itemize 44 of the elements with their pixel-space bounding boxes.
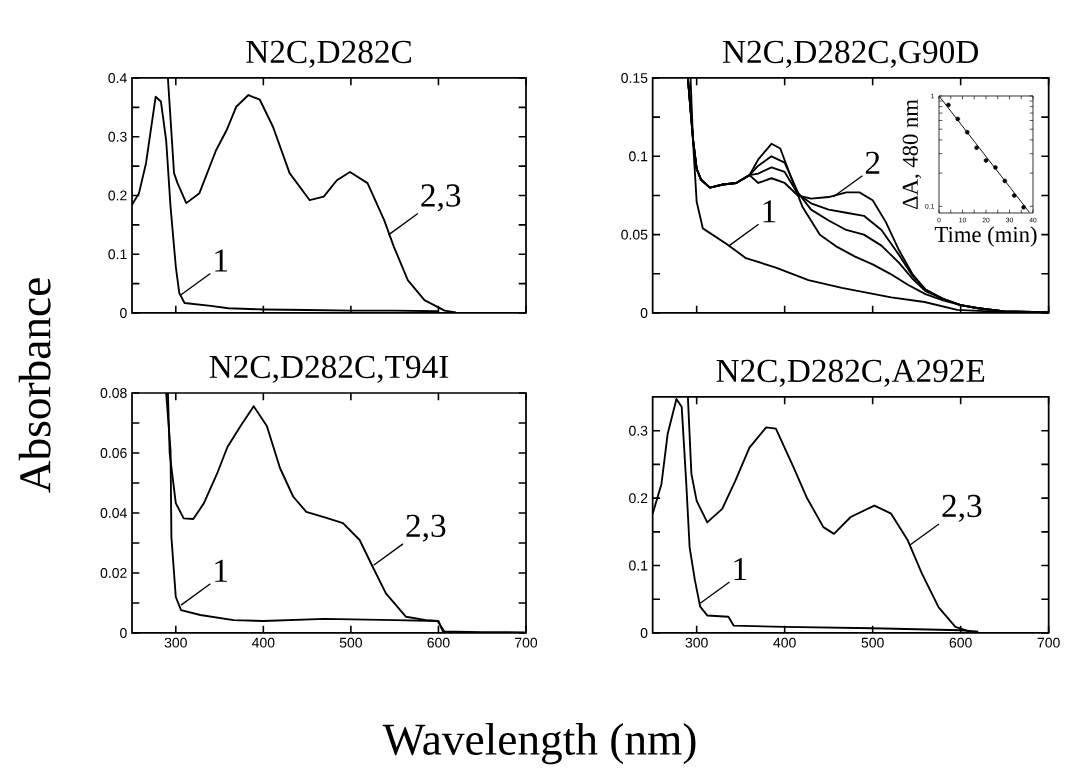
chart-title: N2C,D282C,T94I [209,355,449,383]
y-tick-label: 0.4 [108,73,127,83]
x-tick-label: 700 [515,637,538,648]
y-tick-label: 0.1 [629,151,648,162]
x-tick-label: 400 [773,637,796,648]
annotation: 1 [734,557,747,580]
x-axis-title: Wavelength (nm) [382,723,696,765]
chart-title: N2C,D282C,A292E [716,359,985,387]
y-axis-title: ΔA, 480 nm [902,99,922,210]
y-tick-label: 0.06 [100,448,127,458]
x-tick-label: 700 [1037,637,1060,648]
x-tick-label: 300 [164,637,187,648]
x-axis-title: Time (min) [934,226,1037,247]
y-tick-label: 0 [640,628,648,638]
x-tick-label: 600 [949,637,972,648]
x-tick-label: 600 [427,637,450,648]
annotation: 2 [865,151,880,174]
y-tick-label: 0.08 [100,388,127,398]
y-tick-label: 0.05 [621,229,648,240]
annotation: 2,3 [406,514,446,542]
y-tick-label: 0 [640,308,648,318]
y-tick-label: 0.02 [100,568,127,578]
y-tick-label: 0.1 [108,249,127,260]
y-tick-label: 0.2 [629,493,648,504]
y-tick-label: 0.3 [629,425,648,436]
annotation: 2,3 [942,494,982,522]
annotation: 1 [763,200,776,223]
y-tick-label: 0.04 [100,508,127,518]
y-tick-label: 0.1 [629,560,648,571]
annotation: 2,3 [421,184,461,212]
y-tick-label: 0.2 [108,190,127,201]
x-tick-label: 300 [685,637,708,648]
y-tick-label: 0.15 [621,73,648,83]
x-tick-label: 500 [339,637,363,648]
annotation: 1 [215,249,228,272]
x-tick-label: 400 [251,637,275,648]
y-tick-label: 0 [120,628,127,638]
x-tick-label: 500 [861,637,884,648]
y-axis-title: Absorbance [18,278,51,493]
annotation: 1 [215,559,228,582]
y-tick-label: 0.3 [108,131,127,142]
y-tick-label: 0 [120,308,127,318]
chart-title: N2C,D282C [246,40,411,68]
chart-title: N2C,D282C,G90D [722,40,979,68]
